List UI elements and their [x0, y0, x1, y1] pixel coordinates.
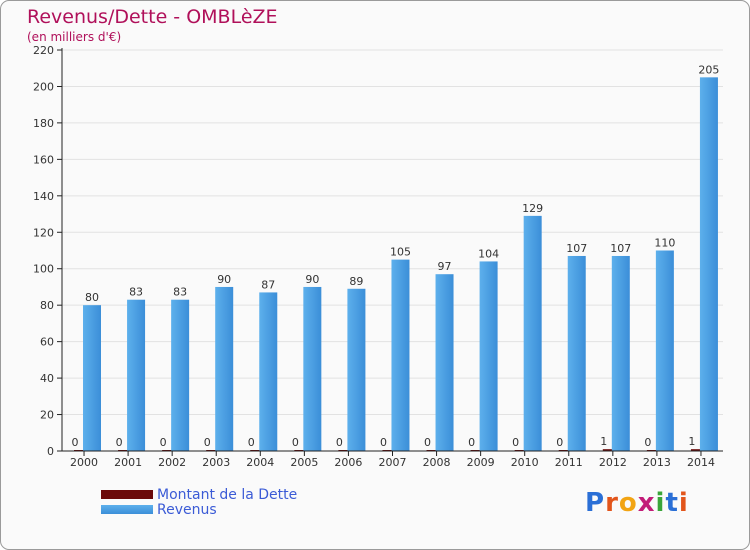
data-label-revenus: 205	[698, 63, 719, 76]
data-label-dette: 0	[336, 436, 343, 449]
logo-letter: r	[605, 488, 619, 518]
x-tick-label: 2005	[290, 456, 318, 469]
data-label-revenus: 110	[654, 237, 675, 250]
bar-revenus	[611, 255, 630, 451]
x-tick-label: 2000	[70, 456, 98, 469]
x-tick-label: 2009	[467, 456, 495, 469]
bar-revenus	[171, 299, 190, 451]
data-label-dette: 1	[600, 435, 607, 448]
data-label-dette: 0	[160, 436, 167, 449]
logo-letter: x	[637, 488, 656, 518]
x-tick-label: 2014	[687, 456, 715, 469]
logo-letter: i	[655, 488, 666, 518]
data-label-dette: 0	[512, 436, 519, 449]
data-label-revenus: 83	[129, 286, 143, 299]
bar-revenus	[259, 292, 278, 451]
bar-revenus	[127, 299, 146, 451]
logo-letter: o	[618, 488, 638, 518]
legend-swatch-dette	[101, 490, 153, 499]
data-label-revenus: 80	[85, 291, 99, 304]
data-label-revenus: 105	[390, 246, 411, 259]
legend-label-dette: Montant de la Dette	[157, 486, 298, 503]
y-axis-ticks: 0 20 40 60 80 100 120 140 160 180 200 220	[33, 44, 62, 458]
data-label-dette: 0	[72, 436, 79, 449]
data-label-dette: 0	[468, 436, 475, 449]
y-tick-label: 40	[40, 372, 54, 385]
x-tick-label: 2007	[379, 456, 407, 469]
y-tick-label: 160	[33, 153, 54, 166]
legend-label-revenus: Revenus	[157, 501, 217, 518]
bar-revenus	[215, 286, 234, 451]
x-tick-label: 2006	[334, 456, 362, 469]
data-labels: 0 80 0 83 0 83 0 90 0 87 0 90 0 89 0 105 0 97 0 104 0 129 0 107…	[72, 63, 720, 449]
data-label-revenus: 87	[261, 278, 275, 291]
bar-revenus	[567, 255, 586, 451]
data-label-revenus: 104	[478, 247, 499, 260]
y-tick-label: 180	[33, 117, 54, 130]
data-label-revenus: 89	[349, 275, 363, 288]
bar-revenus	[303, 286, 322, 451]
bars	[74, 77, 718, 451]
x-tick-label: 2011	[555, 456, 583, 469]
bar-revenus	[347, 288, 366, 451]
bar-revenus	[699, 77, 718, 451]
x-tick-label: 2004	[246, 456, 274, 469]
data-label-dette: 0	[556, 436, 563, 449]
x-axis-ticks: 2000 2001 2002 2003 2004 2005 2006 2007 2008 2009…	[70, 451, 715, 469]
data-label-revenus: 129	[522, 202, 543, 215]
data-label-dette: 0	[380, 436, 387, 449]
data-label-revenus: 107	[566, 242, 587, 255]
y-tick-label: 0	[47, 445, 54, 458]
data-label-revenus: 90	[305, 273, 319, 286]
y-tick-label: 20	[40, 409, 54, 422]
logo-letter: P	[585, 488, 606, 518]
x-tick-label: 2008	[423, 456, 451, 469]
y-tick-label: 220	[33, 44, 54, 57]
y-tick-label: 100	[33, 263, 54, 276]
y-tick-label: 120	[33, 226, 54, 239]
data-label-dette: 0	[204, 436, 211, 449]
bar-revenus	[479, 261, 498, 451]
bar-revenus	[523, 215, 542, 451]
logo-letter: i	[678, 488, 689, 518]
data-label-dette: 1	[688, 435, 695, 448]
data-label-dette: 0	[292, 436, 299, 449]
data-label-dette: 0	[248, 436, 255, 449]
x-tick-label: 2010	[511, 456, 539, 469]
x-tick-label: 2001	[114, 456, 142, 469]
data-label-dette: 0	[644, 436, 651, 449]
proxiti-logo: Proxiti	[585, 488, 689, 518]
data-label-dette: 0	[116, 436, 123, 449]
legend-swatch-revenus	[101, 505, 153, 514]
data-label-revenus: 83	[173, 286, 187, 299]
bar-revenus	[391, 259, 410, 451]
data-label-revenus: 97	[438, 260, 452, 273]
data-label-revenus: 90	[217, 273, 231, 286]
x-tick-label: 2003	[202, 456, 230, 469]
bar-revenus	[435, 274, 454, 451]
legend-item-revenus: Revenus	[101, 501, 297, 518]
y-tick-label: 200	[33, 80, 54, 93]
legend: Montant de la Dette Revenus	[101, 486, 298, 518]
x-tick-label: 2002	[158, 456, 186, 469]
x-tick-label: 2012	[599, 456, 627, 469]
legend-item-dette: Montant de la Dette	[101, 486, 298, 503]
bar-revenus	[83, 305, 101, 451]
y-tick-label: 60	[40, 336, 54, 349]
y-tick-label: 80	[40, 299, 54, 312]
data-label-revenus: 107	[610, 242, 631, 255]
logo-letter: t	[665, 488, 679, 518]
data-label-dette: 0	[424, 436, 431, 449]
y-tick-label: 140	[33, 190, 54, 203]
bar-revenus	[655, 250, 674, 451]
x-tick-label: 2013	[643, 456, 671, 469]
chart-title: Revenus/Dette - OMBLèZE	[27, 6, 278, 28]
chart-subtitle: (en milliers d'€)	[27, 30, 122, 44]
